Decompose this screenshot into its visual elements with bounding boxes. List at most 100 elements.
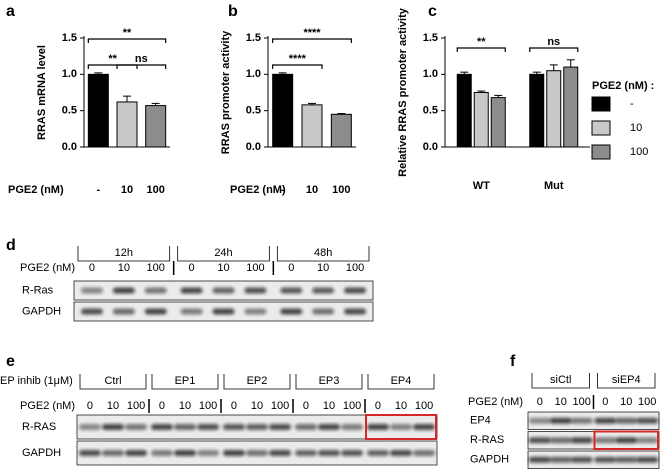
- y-tick-label: 1.5: [246, 32, 261, 44]
- dose-value: 0: [159, 400, 165, 412]
- legend-label: 100: [630, 146, 648, 158]
- blot-band: [636, 456, 659, 463]
- blot-band: [280, 287, 303, 294]
- x-tick-label: WT: [473, 180, 490, 192]
- blot-band: [174, 424, 196, 430]
- blot-band: [312, 308, 335, 315]
- blot-band: [294, 424, 317, 430]
- blot-band: [413, 450, 436, 456]
- blot-band: [594, 417, 617, 424]
- blot-band: [341, 424, 364, 430]
- y-tick-label: 0.0: [62, 141, 77, 153]
- bar: [490, 97, 506, 148]
- blot-band: [112, 287, 135, 294]
- x-tick-label: Mut: [544, 180, 564, 192]
- x-tick-label: -: [96, 184, 100, 196]
- legend-swatch: [591, 144, 611, 160]
- y-tick-label: 0.5: [246, 105, 261, 117]
- group-bracket: [77, 246, 171, 262]
- bar: [563, 66, 579, 148]
- blot-band: [125, 450, 148, 456]
- dose-value: 100: [346, 262, 364, 274]
- blot-band: [144, 287, 167, 294]
- blot-band: [344, 308, 367, 315]
- dose-value: 0: [89, 262, 95, 274]
- blot-band: [366, 450, 389, 456]
- y-tick-label: 0.0: [423, 141, 438, 153]
- dose-value: 0: [231, 400, 237, 412]
- group-header: 24h: [214, 247, 232, 259]
- significance-label: **: [477, 36, 486, 48]
- dose-label: PGE2 (nM): [468, 396, 523, 408]
- y-tick-label: 1.0: [62, 68, 77, 80]
- group-header: 48h: [314, 247, 332, 259]
- group-bracket: [223, 374, 291, 390]
- blot-band: [80, 287, 103, 294]
- legend-title: PGE2 (nM) :: [592, 80, 654, 92]
- row-label: R-RAS: [470, 434, 504, 446]
- significance-bracket: [272, 38, 352, 43]
- x-axis-label: PGE2 (nM): [8, 184, 64, 196]
- dose-value: 0: [288, 262, 294, 274]
- blot-band: [212, 308, 235, 315]
- dose-value: 100: [127, 400, 145, 412]
- significance-bracket: [456, 47, 506, 52]
- blot-band: [312, 287, 335, 294]
- dose-value: 0: [189, 262, 195, 274]
- group-header: Ctrl: [104, 375, 121, 387]
- group-header: 12h: [115, 247, 133, 259]
- blot-band: [244, 287, 267, 294]
- dose-value: 10: [107, 400, 119, 412]
- blot-band: [197, 450, 220, 456]
- group-header: EP2: [247, 375, 268, 387]
- blot-band: [144, 308, 167, 315]
- blot-band: [549, 417, 572, 424]
- dose-value: 100: [271, 400, 289, 412]
- blot-band: [80, 308, 103, 315]
- blot-band: [318, 424, 340, 430]
- highlight-box: [365, 414, 437, 440]
- row-label: GAPDH: [22, 305, 61, 317]
- x-tick-label: 10: [306, 184, 318, 196]
- blot-band: [125, 424, 148, 430]
- bar: [87, 73, 109, 148]
- y-tick-label: 0.5: [62, 105, 77, 117]
- group-bracket: [276, 246, 370, 262]
- row-label: R-RAS: [22, 421, 56, 433]
- group-bracket: [597, 373, 656, 389]
- group-bracket: [367, 374, 435, 390]
- bar: [272, 73, 294, 148]
- blot-band: [549, 456, 572, 463]
- significance-label: ****: [289, 53, 307, 65]
- significance-label: ns: [547, 36, 560, 48]
- bar: [116, 101, 138, 148]
- panel-letter: e: [6, 353, 15, 370]
- significance-bracket: [529, 47, 579, 52]
- blot-band: [570, 417, 593, 424]
- blot-band: [318, 450, 340, 456]
- blot-band: [174, 450, 196, 456]
- x-tick-label: -: [281, 184, 285, 196]
- significance-label: ns: [135, 53, 148, 65]
- blot-band: [570, 456, 593, 463]
- significance-label: **: [123, 27, 132, 39]
- blot-band: [636, 437, 659, 444]
- dose-value: 10: [217, 262, 229, 274]
- y-axis-label: Relative RRAS promoter activity: [397, 7, 409, 177]
- legend-swatch: [591, 120, 611, 136]
- panel-letter: a: [6, 3, 15, 20]
- panel-letter: b: [228, 3, 238, 20]
- bar: [529, 73, 545, 148]
- dose-value: 10: [323, 400, 335, 412]
- bar: [145, 105, 167, 148]
- x-tick-label: 10: [121, 184, 133, 196]
- row-label: EP4: [470, 415, 491, 427]
- blot-band: [341, 450, 364, 456]
- blot-band: [78, 424, 101, 430]
- blot-band: [78, 450, 101, 456]
- panel-letter: c: [428, 3, 437, 20]
- blot-band: [594, 456, 617, 463]
- blot-band: [390, 450, 412, 456]
- dose-value: 0: [537, 396, 543, 408]
